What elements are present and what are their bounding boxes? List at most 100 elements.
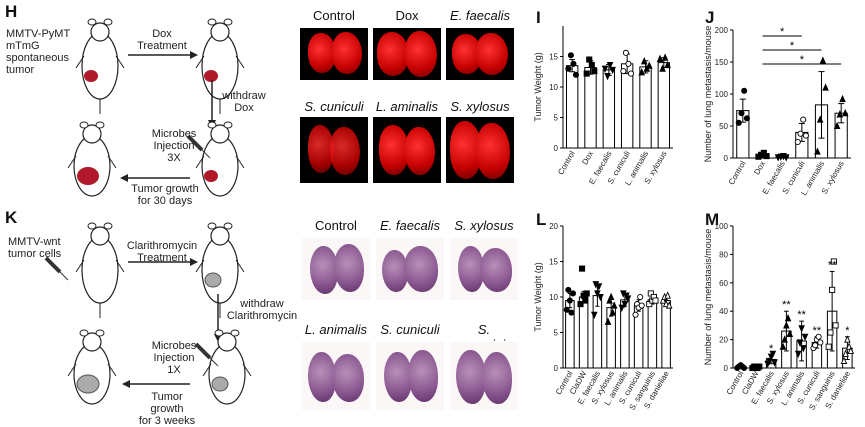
- data-point: [781, 335, 788, 343]
- lung-he-image: [302, 238, 370, 300]
- data-point: [659, 296, 667, 304]
- schematic-k-model-text: MMTV-wnt tumor cells: [8, 236, 62, 260]
- y-tick-label: 15: [549, 53, 558, 62]
- data-point: [841, 108, 849, 117]
- data-point: [583, 290, 590, 297]
- image-title: S. cuniculi: [380, 322, 440, 337]
- data-point: [783, 321, 790, 329]
- data-point: [638, 68, 646, 76]
- y-tick-label: 60: [719, 279, 728, 288]
- data-point: [569, 290, 577, 297]
- data-point: [659, 64, 666, 72]
- mouse-icon: [67, 329, 117, 405]
- mouse-icon: [75, 18, 125, 114]
- bar: [657, 62, 671, 149]
- image-title: S. xylosus: [454, 218, 514, 233]
- data-point: [771, 359, 778, 367]
- data-point: [814, 147, 821, 155]
- y-tick-label: 40: [719, 307, 728, 316]
- data-point: [566, 297, 573, 304]
- bar: [606, 307, 616, 369]
- data-point: [624, 295, 632, 303]
- lung-fluorescence-image: [446, 117, 514, 183]
- y-tick-label: 80: [719, 250, 728, 259]
- lung-fluorescence-image: [300, 28, 368, 80]
- panel-label-j: J: [705, 8, 715, 27]
- panel-label-l: L: [536, 210, 547, 229]
- bar: [661, 300, 671, 369]
- significance-star: **: [813, 325, 822, 337]
- y-tick-label: 15: [549, 258, 558, 267]
- y-tick-label: 50: [719, 122, 728, 131]
- data-point: [741, 364, 748, 372]
- bar: [647, 299, 658, 369]
- data-point: [606, 61, 614, 70]
- data-point: [794, 350, 802, 359]
- data-point: [627, 70, 635, 77]
- data-point: [579, 265, 586, 272]
- bar: [578, 296, 589, 369]
- mouse-icon: [195, 18, 245, 114]
- data-point: [568, 309, 575, 316]
- data-point: [797, 130, 804, 137]
- data-point: [621, 301, 629, 309]
- data-point: [830, 258, 837, 265]
- data-point: [565, 65, 572, 72]
- data-point: [786, 329, 794, 337]
- data-point: [638, 302, 645, 309]
- significance-star: *: [780, 26, 785, 38]
- image-title: L. animalis: [304, 322, 368, 337]
- data-point: [565, 286, 572, 293]
- data-point: [563, 306, 570, 313]
- y-tick-label: 150: [715, 58, 729, 67]
- data-point: [577, 301, 584, 308]
- data-point: [570, 60, 577, 67]
- y-axis-label: Number of lung metastasis/mouse: [703, 26, 713, 163]
- panel-label-i: I: [536, 8, 541, 27]
- lung-he-image: [450, 238, 518, 300]
- data-point: [622, 49, 629, 56]
- y-axis-label: Tumor Weight (g): [533, 262, 543, 332]
- data-point: [567, 52, 574, 59]
- data-point: [840, 356, 848, 364]
- schematic-k-step1-text: Clarithromycin Treatment: [126, 240, 198, 264]
- y-tick-label: 200: [715, 26, 729, 35]
- image-title: E. faecalis: [450, 8, 510, 23]
- image-title: S. cuniculi: [304, 99, 364, 114]
- y-tick-label: 20: [719, 336, 728, 345]
- lung-fluorescence-image: [373, 117, 441, 183]
- data-point: [595, 283, 603, 291]
- lung-he-image: [376, 238, 444, 300]
- data-point: [588, 61, 595, 69]
- x-tick-label: Control: [727, 159, 748, 186]
- bar: [639, 66, 652, 149]
- y-axis-label: Number of lung metastasis/mouse: [703, 229, 713, 366]
- syringe-icon: [186, 134, 211, 159]
- schematic-k-step3-text: Microbes Injection 1X: [151, 340, 197, 376]
- data-point: [819, 56, 827, 64]
- data-point: [604, 72, 611, 81]
- data-point: [798, 325, 805, 333]
- image-title: L. aminalis: [375, 99, 439, 114]
- data-point: [664, 60, 671, 69]
- panel-label-k: K: [5, 208, 18, 227]
- bar: [602, 69, 616, 149]
- data-point: [597, 293, 604, 302]
- image-title: E. faecalis: [380, 218, 440, 233]
- x-tick-label: Dox: [580, 150, 595, 167]
- schematic-h-step1-text: Dox Treatment: [137, 28, 187, 52]
- data-point: [779, 342, 787, 350]
- data-point: [816, 115, 824, 123]
- y-tick-label: 0: [554, 144, 559, 153]
- image-title: S. xylosus: [450, 99, 510, 114]
- data-point: [842, 349, 849, 357]
- data-point: [609, 308, 616, 316]
- data-point: [632, 311, 639, 318]
- data-point: [743, 115, 750, 122]
- data-point: [586, 56, 593, 63]
- data-point: [652, 297, 659, 304]
- data-point: [800, 116, 807, 123]
- significance-star: **: [797, 309, 806, 321]
- data-point: [583, 70, 590, 77]
- data-point: [665, 301, 673, 309]
